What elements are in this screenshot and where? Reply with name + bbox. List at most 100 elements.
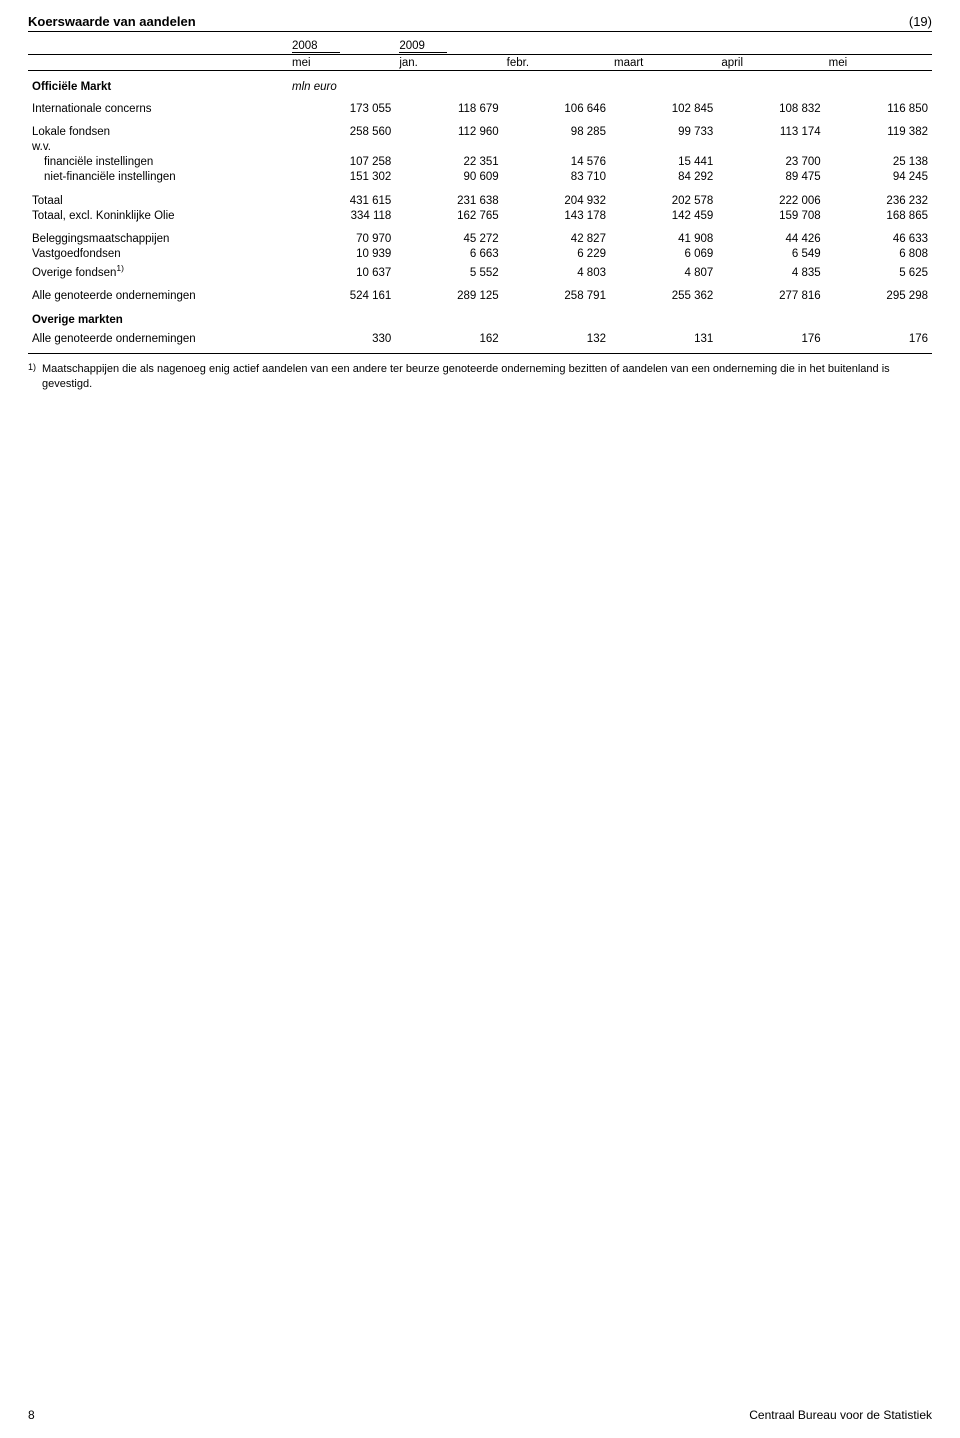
cell: 330: [288, 327, 395, 354]
section-heading: Officiële Markt: [28, 71, 288, 101]
month-col: april: [717, 55, 824, 71]
cell: 143 178: [503, 208, 610, 223]
publisher-name: Centraal Bureau voor de Statistiek: [749, 1408, 932, 1422]
page-number: 8: [28, 1408, 35, 1422]
cell: 176: [717, 327, 824, 354]
cell: 119 382: [825, 116, 932, 140]
table-row: Alle genoteerde ondernemingen 330 162 13…: [28, 327, 932, 354]
cell: 258 791: [503, 280, 610, 304]
title-row: Koerswaarde van aandelen (19): [28, 14, 932, 32]
table-row: niet-financiële instellingen 151 302 90 …: [28, 170, 932, 185]
cell: 102 845: [610, 101, 717, 116]
cell: 44 426: [717, 223, 824, 247]
row-label: financiële instellingen: [28, 155, 288, 170]
cell: 204 932: [503, 185, 610, 209]
cell: 118 679: [395, 101, 502, 116]
table-row: Lokale fondsen 258 560 112 960 98 285 99…: [28, 116, 932, 140]
cell: 113 174: [717, 116, 824, 140]
cell: 168 865: [825, 208, 932, 223]
cell: 45 272: [395, 223, 502, 247]
row-label: Totaal, excl. Koninklijke Olie: [28, 208, 288, 223]
cell: 202 578: [610, 185, 717, 209]
table-number: (19): [909, 14, 932, 29]
cell: 10 637: [288, 262, 395, 281]
cell: 70 970: [288, 223, 395, 247]
cell: 258 560: [288, 116, 395, 140]
cell: 295 298: [825, 280, 932, 304]
header-months-row: mei jan. febr. maart april mei: [28, 55, 932, 71]
table-row: Internationale concerns 173 055 118 679 …: [28, 101, 932, 116]
row-label: Vastgoedfondsen: [28, 247, 288, 262]
table-row: Totaal 431 615 231 638 204 932 202 578 2…: [28, 185, 932, 209]
cell: 98 285: [503, 116, 610, 140]
footnote-marker: 1): [28, 362, 36, 391]
month-col: maart: [610, 55, 717, 71]
cell: 334 118: [288, 208, 395, 223]
cell: 151 302: [288, 170, 395, 185]
cell: 6 229: [503, 247, 610, 262]
cell: 159 708: [717, 208, 824, 223]
cell: 4 803: [503, 262, 610, 281]
cell: 162 765: [395, 208, 502, 223]
cell: 255 362: [610, 280, 717, 304]
page-container: Koerswaarde van aandelen (19) 2008 2009 …: [0, 0, 960, 391]
cell: 94 245: [825, 170, 932, 185]
cell: 15 441: [610, 155, 717, 170]
row-label: Lokale fondsen: [28, 116, 288, 140]
cell: 277 816: [717, 280, 824, 304]
cell: 524 161: [288, 280, 395, 304]
table-row: Beleggingsmaatschappijen 70 970 45 272 4…: [28, 223, 932, 247]
cell: 25 138: [825, 155, 932, 170]
row-label: w.v.: [28, 140, 288, 155]
year-2009: 2009: [399, 40, 447, 53]
row-label: Beleggingsmaatschappijen: [28, 223, 288, 247]
footnote-text: Maatschappijen die als nagenoeg enig act…: [42, 362, 932, 391]
cell: 99 733: [610, 116, 717, 140]
cell: 42 827: [503, 223, 610, 247]
unit-label: mln euro: [288, 71, 932, 101]
data-table: 2008 2009 mei jan. febr. maart april mei…: [28, 38, 932, 354]
row-label: niet-financiële instellingen: [28, 170, 288, 185]
cell: 14 576: [503, 155, 610, 170]
header-year-row: 2008 2009: [28, 38, 932, 55]
footnote-marker-inline: 1): [116, 263, 124, 273]
cell: 222 006: [717, 185, 824, 209]
cell: 83 710: [503, 170, 610, 185]
cell: 116 850: [825, 101, 932, 116]
cell: 6 069: [610, 247, 717, 262]
cell: 46 633: [825, 223, 932, 247]
month-col: mei: [825, 55, 932, 71]
cell: 176: [825, 327, 932, 354]
row-label: Internationale concerns: [28, 101, 288, 116]
row-label: Totaal: [28, 185, 288, 209]
cell: 108 832: [717, 101, 824, 116]
cell: 84 292: [610, 170, 717, 185]
cell: 236 232: [825, 185, 932, 209]
table-row: Vastgoedfondsen 10 939 6 663 6 229 6 069…: [28, 247, 932, 262]
cell: 162: [395, 327, 502, 354]
cell: 107 258: [288, 155, 395, 170]
cell: 6 663: [395, 247, 502, 262]
cell: 6 549: [717, 247, 824, 262]
cell: 5 552: [395, 262, 502, 281]
cell: 4 807: [610, 262, 717, 281]
year-2008: 2008: [292, 40, 340, 53]
month-col: febr.: [503, 55, 610, 71]
table-row: w.v.: [28, 140, 932, 155]
cell: 4 835: [717, 262, 824, 281]
cell: 6 808: [825, 247, 932, 262]
cell: 289 125: [395, 280, 502, 304]
table-row: Overige fondsen1) 10 637 5 552 4 803 4 8…: [28, 262, 932, 281]
cell: 23 700: [717, 155, 824, 170]
row-label-text: Overige fondsen: [32, 267, 116, 279]
section-heading: Overige markten: [28, 304, 288, 328]
cell: 131: [610, 327, 717, 354]
footnote-block: 1) Maatschappijen die als nagenoeg enig …: [28, 362, 932, 391]
cell: 431 615: [288, 185, 395, 209]
month-col: jan.: [395, 55, 502, 71]
cell: 89 475: [717, 170, 824, 185]
cell: 173 055: [288, 101, 395, 116]
cell: 5 625: [825, 262, 932, 281]
row-label: Alle genoteerde ondernemingen: [28, 327, 288, 354]
cell: 41 908: [610, 223, 717, 247]
